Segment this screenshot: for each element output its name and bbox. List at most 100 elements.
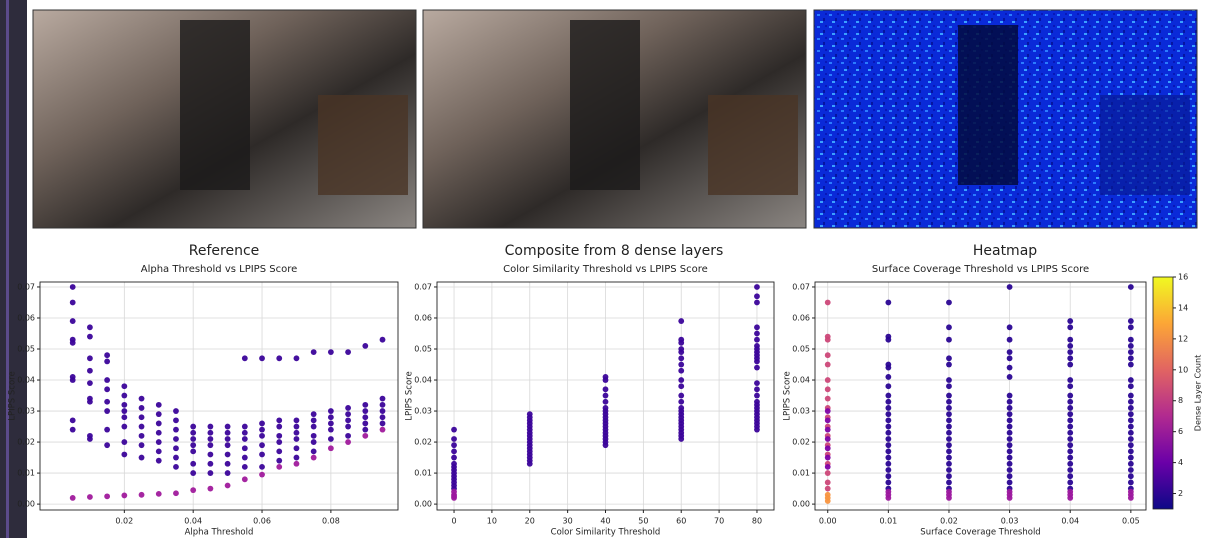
scatter-point xyxy=(70,495,76,501)
scatter-point xyxy=(825,445,831,451)
scatter-point xyxy=(294,355,300,361)
scatter-point xyxy=(1007,467,1013,473)
scatter-point xyxy=(207,486,213,492)
scatter-point xyxy=(294,445,300,451)
scatter-point xyxy=(885,399,891,405)
scatter-point xyxy=(885,467,891,473)
scatter-point xyxy=(294,461,300,467)
scatter-point xyxy=(173,436,179,442)
scatter-point xyxy=(1067,455,1073,461)
scatter-point xyxy=(1128,495,1134,501)
scatter-point xyxy=(362,408,368,414)
scatter-point xyxy=(328,408,334,414)
scatter-point xyxy=(1128,436,1134,442)
scatter-point xyxy=(173,455,179,461)
x-tick-label: 20 xyxy=(525,517,535,526)
scatter-point xyxy=(362,414,368,420)
scatter-point xyxy=(207,470,213,476)
scatter-point xyxy=(276,424,282,430)
scatter-point xyxy=(139,414,145,420)
scatter-point xyxy=(946,337,952,343)
chart-title: Alpha Threshold vs LPIPS Score xyxy=(141,264,298,275)
x-tick-label: 30 xyxy=(563,517,573,526)
colorbar-tick-label: 10 xyxy=(1178,365,1188,374)
scatter-point xyxy=(603,393,609,399)
scatter-point xyxy=(1128,393,1134,399)
image-panel xyxy=(814,10,1197,228)
y-tick-label: 0.06 xyxy=(17,313,35,322)
scatter-point xyxy=(276,458,282,464)
x-tick-label: 0.03 xyxy=(1001,517,1019,526)
scatter-point xyxy=(190,448,196,454)
scatter-point xyxy=(885,365,891,371)
scatter-point xyxy=(1007,374,1013,380)
y-tick-label: 0.04 xyxy=(414,376,432,385)
x-tick-label: 0.04 xyxy=(184,517,202,526)
scatter-point xyxy=(946,424,952,430)
y-tick-label: 0.04 xyxy=(792,376,810,385)
scatter-point xyxy=(1007,430,1013,436)
scatter-point xyxy=(1007,495,1013,501)
panel-caption: Reference xyxy=(189,243,260,259)
scatter-point xyxy=(311,433,317,439)
scatter-point xyxy=(754,427,760,433)
scatter-point xyxy=(242,436,248,442)
scatter-point xyxy=(1067,467,1073,473)
scatter-point xyxy=(242,445,248,451)
y-tick-label: 0.05 xyxy=(17,345,35,354)
scatter-point xyxy=(825,396,831,402)
chart: Color Similarity Threshold vs LPIPS Scor… xyxy=(405,264,775,538)
scatter-point xyxy=(825,352,831,358)
scatter-point xyxy=(1007,365,1013,371)
scatter-point xyxy=(173,417,179,423)
scatter-point xyxy=(1007,355,1013,361)
scatter-point xyxy=(311,455,317,461)
scatter-point xyxy=(885,417,891,423)
x-tick-label: 80 xyxy=(752,517,762,526)
scatter-point xyxy=(885,411,891,417)
scatter-point xyxy=(104,386,110,392)
scatter-point xyxy=(259,355,265,361)
scatter-point xyxy=(1007,461,1013,467)
scatter-point xyxy=(225,483,231,489)
scatter-point xyxy=(121,393,127,399)
panel-caption: Composite from 8 dense layers xyxy=(505,243,724,259)
scatter-point xyxy=(678,383,684,389)
scatter-point xyxy=(276,417,282,423)
scatter-point xyxy=(678,362,684,368)
x-axis-label: Color Similarity Threshold xyxy=(551,528,661,538)
scatter-point xyxy=(451,495,457,501)
scatter-point xyxy=(946,495,952,501)
scatter-point xyxy=(451,427,457,433)
scatter-point xyxy=(311,417,317,423)
scatter-point xyxy=(328,421,334,427)
scatter-point xyxy=(190,487,196,493)
image-panel xyxy=(423,10,806,228)
scatter-point xyxy=(276,448,282,454)
image-detail xyxy=(958,25,1018,185)
y-tick-label: 0.02 xyxy=(17,438,35,447)
scatter-point xyxy=(1067,411,1073,417)
y-tick-label: 0.07 xyxy=(792,282,810,291)
scatter-point xyxy=(754,359,760,365)
scatter-point xyxy=(946,479,952,485)
scatter-point xyxy=(1067,430,1073,436)
scatter-point xyxy=(156,439,162,445)
scatter-point xyxy=(87,494,93,500)
plot-area xyxy=(815,282,1146,510)
scatter-point xyxy=(1007,399,1013,405)
y-tick-label: 0.06 xyxy=(414,313,432,322)
scatter-point xyxy=(946,461,952,467)
scatter-point xyxy=(328,427,334,433)
scatter-point xyxy=(451,455,457,461)
colorbar-tick-label: 2 xyxy=(1178,489,1183,498)
scatter-point xyxy=(104,427,110,433)
scatter-point xyxy=(225,442,231,448)
scatter-point xyxy=(173,427,179,433)
x-axis-label: Surface Coverage Threshold xyxy=(920,528,1040,538)
scatter-point xyxy=(1007,424,1013,430)
x-tick-label: 50 xyxy=(638,517,648,526)
scatter-point xyxy=(276,355,282,361)
scatter-point xyxy=(1067,473,1073,479)
scatter-point xyxy=(1007,324,1013,330)
